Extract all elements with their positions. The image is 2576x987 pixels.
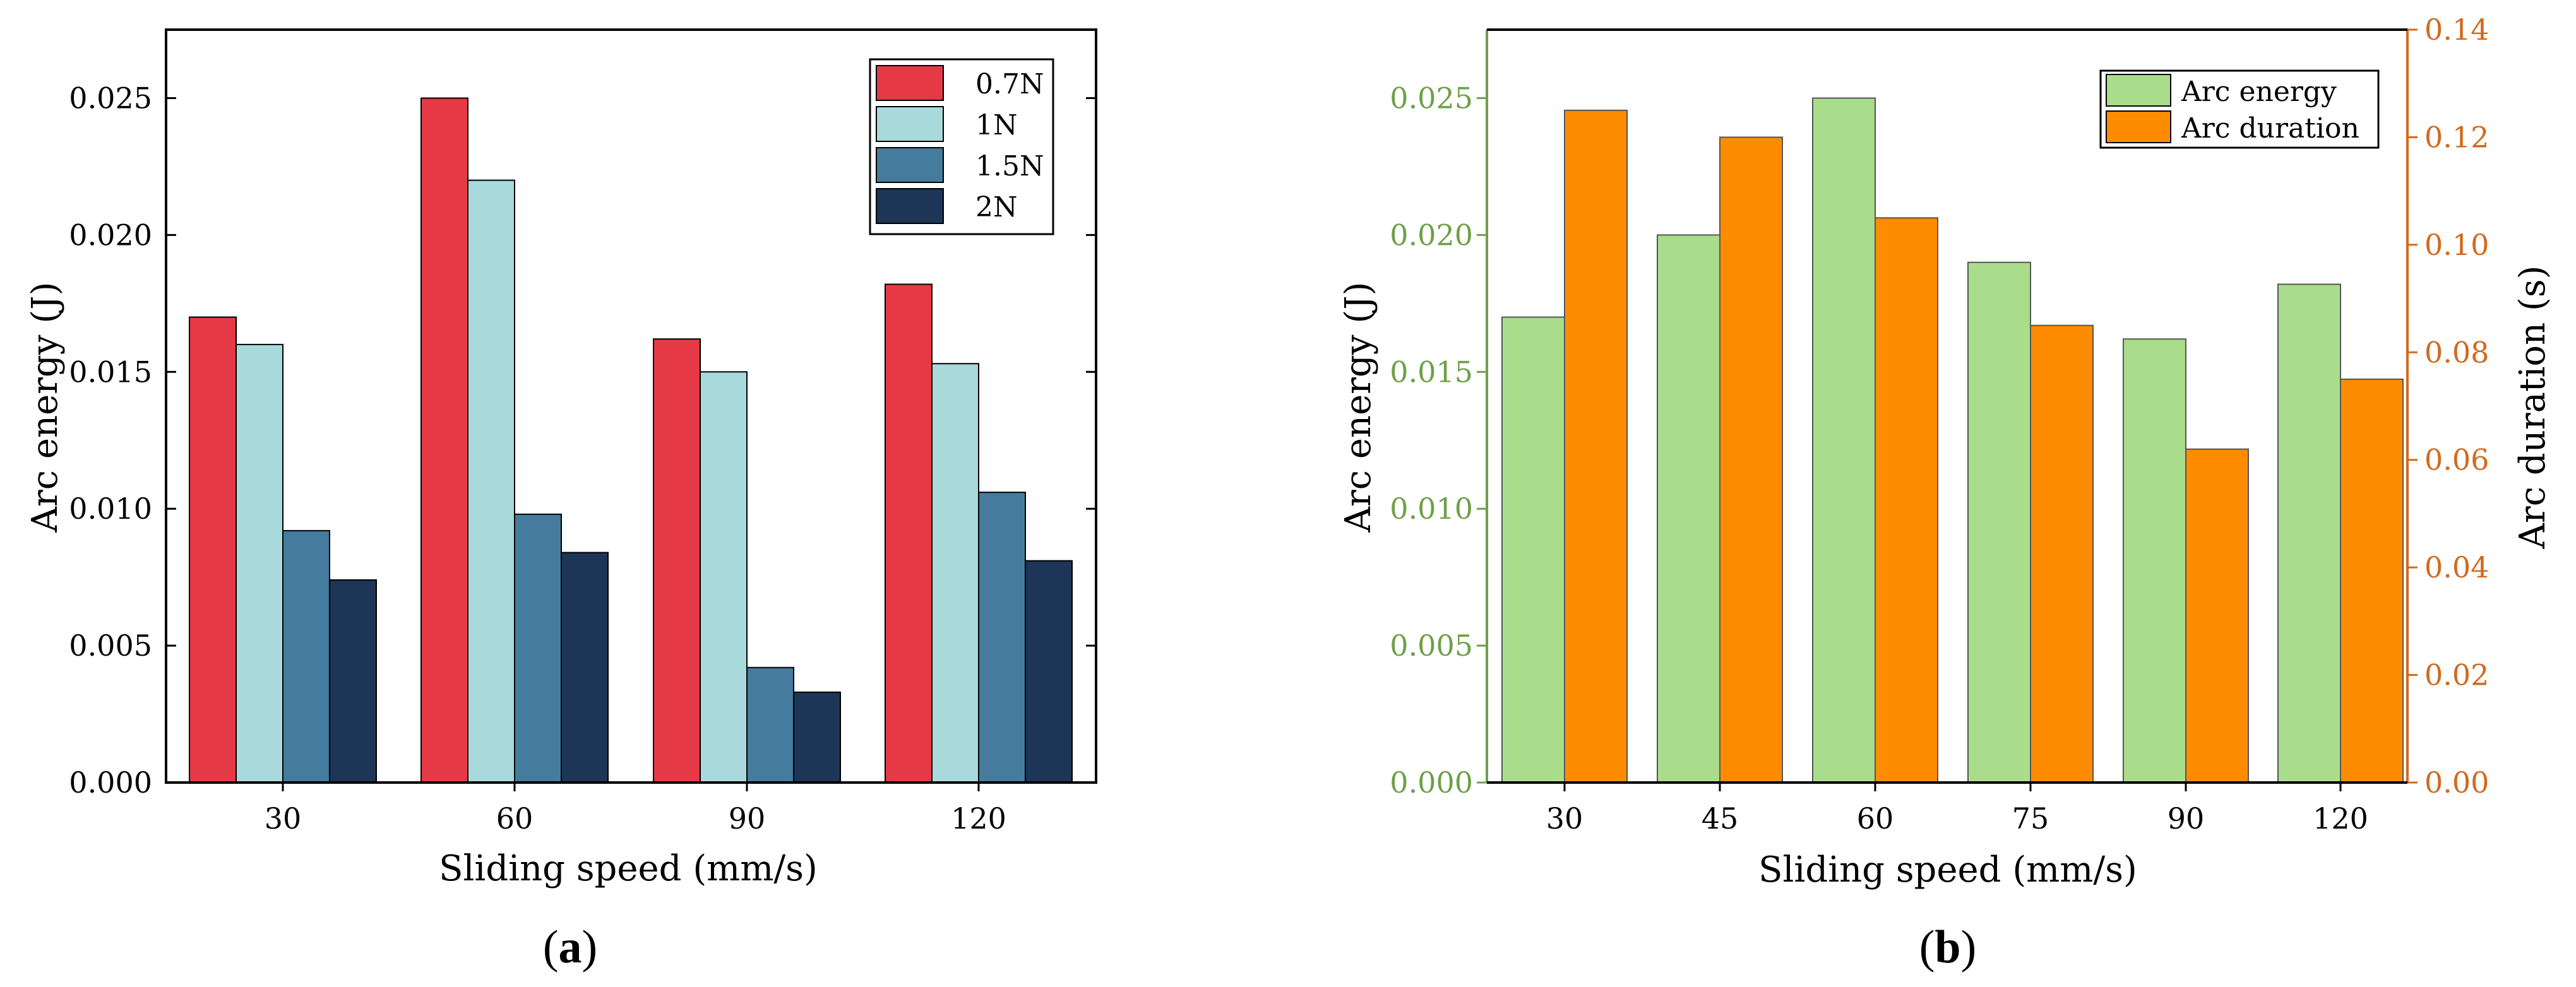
bar-0.7N-30 (189, 316, 237, 783)
y-right-tick-label: 0.12 (2424, 120, 2489, 154)
y-tick-label: 0.015 (1390, 355, 1473, 389)
chart-a-bars (189, 97, 1073, 784)
chart-b-right-y-ticks: 0.00 0.02 0.04 0.06 0.08 0.10 0.12 0.14 (2407, 13, 2489, 800)
x-tick-label: 45 (1702, 801, 1739, 836)
chart-b-caption: (b) (1919, 921, 1976, 973)
bar-Arc-duration-60 (1875, 217, 1938, 783)
bar-1N-120 (931, 363, 979, 783)
y-tick-label: 0.020 (69, 218, 152, 252)
x-tick-label: 30 (265, 801, 302, 836)
x-tick-label: 90 (2168, 801, 2205, 836)
chart-a-legend: 0.7N 1N 1.5N 2N (869, 58, 1054, 235)
bar-Arc-duration-75 (2030, 324, 2094, 783)
x-tick-label: 90 (729, 801, 766, 836)
bar-0.7N-120 (885, 283, 933, 783)
chart-a-legend-swatch (876, 65, 944, 101)
chart-a-legend-label: 1N (975, 109, 1018, 141)
bar-1N-60 (467, 179, 515, 784)
chart-a-y-ticks: 0.000 0.005 0.010 0.015 0.020 0.025 (69, 81, 1096, 800)
chart-a-x-ticks: 30 60 90 120 (265, 783, 1006, 836)
chart-b-legend: Arc energy Arc duration (2099, 69, 2380, 149)
chart-a-caption: (a) (543, 921, 597, 973)
y-tick-label: 0.000 (69, 765, 152, 800)
chart-a-legend-swatch (876, 147, 944, 183)
chart-b-panel-letter: b (1935, 921, 1960, 973)
y-tick-label: 0.020 (1390, 218, 1473, 252)
chart-a: 0.000 0.005 0.010 0.015 0.020 0.025 30 60 90 120… (25, 28, 1097, 973)
bar-1.5N-90 (746, 666, 794, 784)
chart-b-y-axis-label: Arc energy (J) (1338, 282, 1379, 533)
chart-a-panel-letter: a (559, 921, 582, 973)
bar-Arc-energy-30 (1501, 316, 1565, 783)
bar-Arc-energy-75 (1967, 261, 2031, 783)
chart-a-y-axis-label: Arc energy (J) (25, 282, 66, 533)
chart-b-left-y-ticks: 0.000 0.005 0.010 0.015 0.020 0.025 (1390, 81, 1487, 800)
x-tick-label: 75 (2012, 801, 2049, 836)
y-tick-label: 0.025 (1390, 81, 1473, 115)
x-tick-label: 120 (951, 801, 1006, 836)
chart-b-legend-label: Arc energy (2181, 76, 2337, 108)
bar-1.5N-30 (282, 529, 330, 783)
y-tick-label: 0.005 (1390, 629, 1473, 663)
chart-a-legend-swatch (876, 188, 944, 224)
y-tick-label: 0.025 (69, 81, 152, 115)
bar-1.5N-120 (978, 492, 1026, 783)
y-right-tick-label: 0.14 (2424, 13, 2489, 47)
x-tick-label: 120 (2313, 801, 2368, 836)
bar-2N-120 (1025, 560, 1073, 784)
bar-1N-90 (700, 371, 748, 783)
y-tick-label: 0.000 (1390, 765, 1473, 800)
bar-Arc-duration-120 (2340, 378, 2404, 783)
bar-2N-30 (329, 579, 377, 783)
chart-a-legend-swatch (876, 106, 944, 142)
chart-b-right-y-axis-label: Arc duration (s) (2512, 266, 2553, 550)
bar-0.7N-60 (420, 97, 468, 783)
y-right-tick-label: 0.02 (2424, 658, 2489, 692)
y-right-tick-label: 0.08 (2424, 335, 2489, 369)
y-tick-label: 0.010 (1390, 492, 1473, 526)
chart-b-x-ticks: 30 45 60 75 90 120 (1546, 783, 2368, 836)
chart-b-legend-swatch (2106, 110, 2171, 143)
bar-Arc-duration-90 (2185, 448, 2249, 783)
bar-Arc-duration-30 (1564, 109, 1628, 784)
bar-1N-30 (236, 343, 283, 783)
y-tick-label: 0.005 (69, 629, 152, 663)
bar-Arc-duration-45 (1719, 136, 1783, 783)
chart-a-legend-label: 0.7N (975, 68, 1044, 100)
x-tick-label: 30 (1546, 801, 1583, 836)
x-tick-label: 60 (1857, 801, 1894, 836)
chart-b-legend-swatch (2106, 74, 2171, 107)
chart-b-bars (1501, 97, 2404, 784)
chart-a-x-axis-label: Sliding speed (mm/s) (439, 848, 818, 889)
bar-0.7N-90 (653, 338, 701, 783)
chart-a-legend-label: 1.5N (975, 150, 1044, 182)
bar-1.5N-60 (514, 513, 562, 783)
chart-b-x-axis-label: Sliding speed (mm/s) (1758, 849, 2137, 890)
bar-Arc-energy-90 (2123, 338, 2186, 783)
y-right-tick-label: 0.04 (2424, 550, 2489, 584)
bar-Arc-energy-60 (1812, 97, 1876, 783)
bar-Arc-energy-45 (1657, 234, 1720, 783)
y-right-tick-label: 0.06 (2424, 443, 2489, 477)
chart-b-legend-label: Arc duration (2181, 112, 2359, 145)
y-right-tick-label: 0.00 (2424, 765, 2489, 800)
y-tick-label: 0.010 (69, 492, 152, 526)
x-tick-label: 60 (496, 801, 534, 836)
bar-2N-60 (561, 552, 609, 783)
y-right-tick-label: 0.10 (2424, 228, 2489, 262)
chart-a-frame (165, 28, 1097, 784)
y-tick-label: 0.015 (69, 355, 152, 389)
bar-2N-90 (793, 691, 841, 783)
bar-Arc-energy-120 (2277, 283, 2341, 783)
chart-a-legend-label: 2N (975, 191, 1018, 223)
